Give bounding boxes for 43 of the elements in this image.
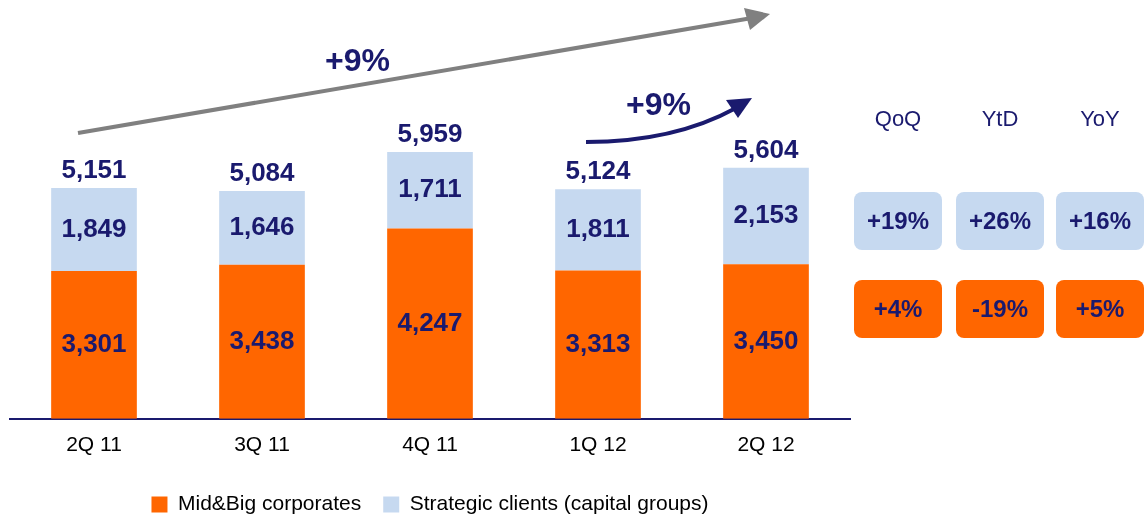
data-label: 3,450 — [733, 324, 799, 355]
bar — [387, 151, 473, 229]
total-label: 5,959 — [397, 118, 463, 149]
data-label: 1,646 — [229, 211, 295, 242]
data-label: 1,711 — [398, 173, 462, 204]
text: +9% — [325, 42, 390, 79]
bar — [555, 189, 641, 271]
bar — [555, 270, 641, 419]
x-tick-label: 2Q 12 — [737, 432, 795, 456]
total-label: 5,604 — [733, 133, 800, 164]
data-label: 4,247 — [397, 306, 463, 337]
data-label: 1,849 — [61, 212, 127, 243]
text: -19% — [956, 280, 1044, 338]
data-label: 3,438 — [229, 324, 295, 355]
text: QoQ — [873, 106, 923, 132]
text: +5% — [1056, 280, 1144, 338]
text: +26% — [956, 192, 1044, 250]
legend-label: Mid&Big corporates — [177, 491, 362, 515]
bar — [723, 167, 809, 265]
total-label: 5,151 — [61, 154, 127, 185]
bar — [219, 264, 305, 419]
x-tick-label: 4Q 11 — [402, 432, 458, 456]
bar — [387, 228, 473, 419]
data-label: 3,313 — [565, 327, 631, 358]
data-label: 2,153 — [733, 199, 799, 230]
bar — [219, 191, 305, 265]
text: +19% — [854, 192, 942, 250]
bar — [51, 270, 137, 419]
total-label: 5,084 — [229, 157, 296, 188]
text: YoY — [1079, 106, 1121, 132]
text: +16% — [1056, 192, 1144, 250]
x-tick-label: 2Q 11 — [66, 432, 122, 456]
x-tick-label: 1Q 12 — [569, 432, 627, 456]
legend-label: Strategic clients (capital groups) — [409, 491, 709, 515]
total-label: 5,124 — [565, 155, 632, 186]
x-tick-label: 3Q 11 — [234, 432, 290, 456]
text: +9% — [626, 86, 691, 123]
data-label: 3,301 — [61, 328, 127, 359]
bar — [723, 264, 809, 419]
data-label: 1,811 — [566, 212, 630, 243]
text: +4% — [854, 280, 942, 338]
text: YtD — [980, 106, 1020, 132]
bar — [51, 188, 137, 271]
